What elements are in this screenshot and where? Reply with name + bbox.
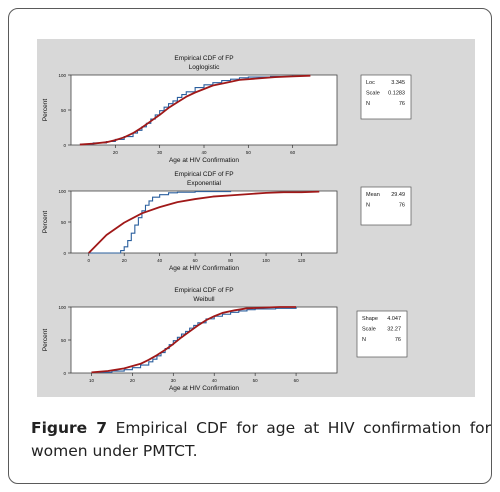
chart3-x-tick-label: 40 bbox=[212, 378, 218, 383]
chart2-empirical-cdf-line bbox=[88, 191, 232, 254]
chart3-plot-area bbox=[70, 306, 338, 374]
chart2-x-tick-label: 0 bbox=[87, 258, 90, 263]
chart2-x-axis-label: Age at HIV Confirmation bbox=[169, 265, 239, 272]
chart1-legend-label: Scale bbox=[366, 91, 380, 97]
chart2-y-axis-label: Percent bbox=[42, 211, 49, 234]
chart2-legend-label: Mean bbox=[366, 192, 380, 198]
chart2-x-tick-label: 20 bbox=[122, 258, 128, 263]
chart1-legend-label: Loc bbox=[366, 80, 375, 86]
chart3-legend-value: 32.27 bbox=[387, 327, 401, 333]
caption-label: Figure 7 bbox=[31, 419, 107, 437]
chart3-x-tick-label: 50 bbox=[253, 378, 259, 383]
chart3-title: Empirical CDF of FP bbox=[174, 287, 233, 294]
chart3-legend-label: Scale bbox=[362, 327, 376, 333]
chart2-fitted-cdf-line bbox=[88, 190, 320, 254]
figure-caption: Figure 7 Empirical CDF for age at HIV co… bbox=[31, 417, 491, 463]
chart1-x-tick-label: 40 bbox=[201, 150, 207, 155]
chart2-y-tick-label: 50 bbox=[61, 220, 67, 225]
chart1-title: Empirical CDF of FP bbox=[174, 55, 233, 62]
chart1-legend-box bbox=[360, 74, 412, 120]
chart1-y-axis-label: Percent bbox=[42, 99, 49, 122]
chart2-x-tick-label: 100 bbox=[262, 258, 270, 263]
chart1-x-axis-label: Age at HIV Confirmation bbox=[169, 157, 239, 164]
chart1-legend-value: 76 bbox=[399, 101, 405, 107]
chart1-y-tick-label: 0 bbox=[63, 143, 66, 148]
chart1-subtitle: Loglogistic bbox=[189, 64, 220, 71]
caption-text: Empirical CDF for age at HIV confirmatio… bbox=[31, 419, 492, 460]
chart3-legend-value: 4.047 bbox=[387, 316, 401, 322]
chart3-y-tick-label: 50 bbox=[61, 338, 67, 343]
chart1-empirical-cdf-line bbox=[79, 75, 294, 145]
chart1-x-tick-label: 30 bbox=[157, 150, 163, 155]
chart1-x-tick-label: 60 bbox=[290, 150, 296, 155]
chart3-x-axis-label: Age at HIV Confirmation bbox=[169, 385, 239, 392]
chart1-legend-value: 3.345 bbox=[391, 80, 405, 86]
chart3-empirical-cdf-line bbox=[99, 307, 297, 373]
chart2-x-tick-label: 60 bbox=[193, 258, 199, 263]
chart3-x-tick-label: 30 bbox=[171, 378, 177, 383]
chart3-legend-value: 76 bbox=[395, 337, 401, 343]
figure-frame: Empirical CDF of FP Loglogistic 0 50 100 20 30… bbox=[8, 8, 492, 484]
chart2-title: Empirical CDF of FP bbox=[174, 171, 233, 178]
chart2-x-tick-label: 40 bbox=[157, 258, 163, 263]
chart3-legend-label: Shape bbox=[362, 316, 378, 322]
chart2-x-tick-label: 80 bbox=[228, 258, 234, 263]
chart1-y-tick-label: 50 bbox=[61, 108, 67, 113]
chart1-legend-label: N bbox=[366, 101, 370, 107]
chart2-y-tick-label: 0 bbox=[63, 251, 66, 256]
chart3-x-tick-label: 10 bbox=[89, 378, 95, 383]
chart2-y-tick-label: 100 bbox=[58, 189, 66, 194]
figure-panel: Empirical CDF of FP Loglogistic 0 50 100 20 30… bbox=[37, 39, 475, 397]
chart3-y-axis-label: Percent bbox=[42, 329, 49, 352]
chart2-legend-label: N bbox=[366, 203, 370, 209]
chart3-legend-label: N bbox=[362, 337, 366, 343]
chart1-x-tick-label: 50 bbox=[246, 150, 252, 155]
chart2-plot-area bbox=[70, 190, 338, 254]
chart1-fitted-cdf-line bbox=[79, 74, 311, 146]
chart3-y-tick-label: 0 bbox=[63, 371, 66, 376]
chart2-subtitle: Exponential bbox=[187, 180, 222, 187]
chart1-x-tick-label: 20 bbox=[113, 150, 119, 155]
chart3-legend-box bbox=[356, 310, 408, 358]
chart1-y-tick-label: 100 bbox=[58, 73, 66, 78]
chart1-legend-value: 0.1283 bbox=[388, 91, 405, 97]
chart2-x-tick-label: 120 bbox=[298, 258, 306, 263]
chart2-legend-box bbox=[360, 186, 412, 226]
chart3-fitted-cdf-line bbox=[91, 306, 297, 374]
chart3-subtitle: Weibull bbox=[193, 296, 215, 303]
chart3-x-tick-label: 20 bbox=[130, 378, 136, 383]
chart3-x-tick-label: 60 bbox=[294, 378, 300, 383]
chart3-y-tick-label: 100 bbox=[58, 305, 66, 310]
chart2-legend-value: 76 bbox=[399, 203, 405, 209]
chart2-legend-value: 29.49 bbox=[391, 192, 405, 198]
